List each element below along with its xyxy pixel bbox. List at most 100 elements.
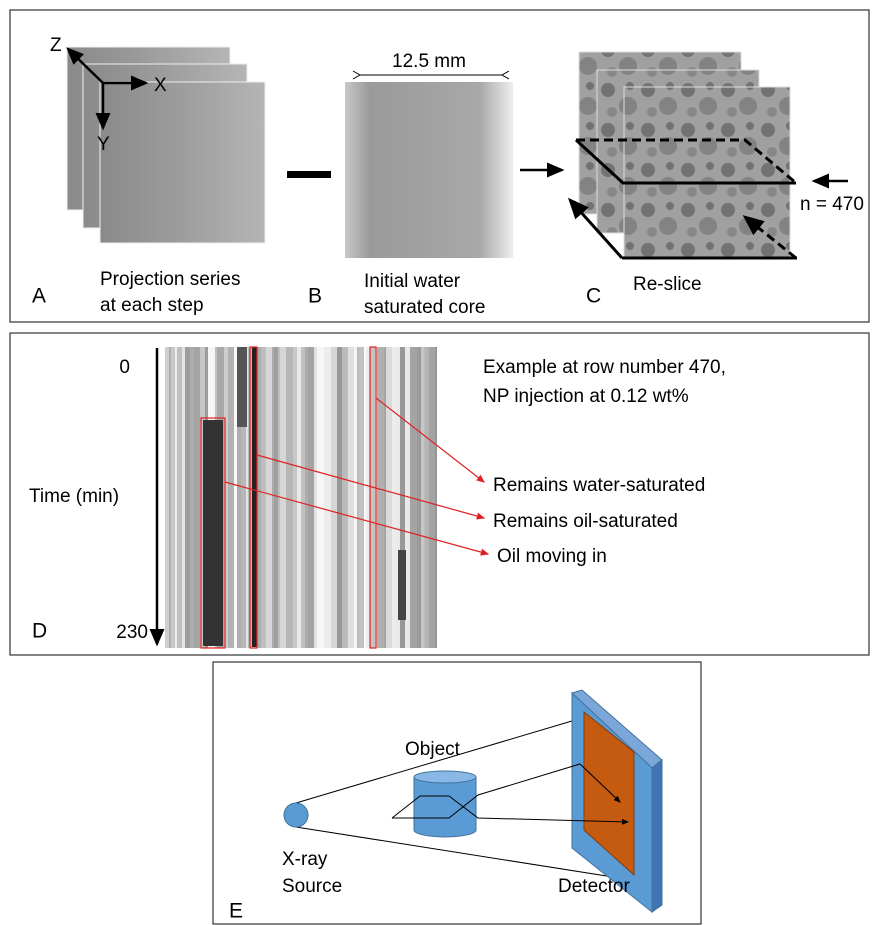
pointer <box>224 481 490 556</box>
stripe <box>317 347 324 648</box>
axis-label: Z <box>50 35 62 56</box>
stripe <box>366 347 370 648</box>
reconstructed-image <box>623 86 791 259</box>
stripe <box>345 347 348 648</box>
stripe <box>386 347 392 648</box>
stripe <box>182 347 185 648</box>
stripe <box>342 347 345 648</box>
object-label: Object <box>405 739 461 760</box>
detector-label: Detector <box>558 876 630 897</box>
stripe <box>293 347 297 648</box>
highlight-box <box>249 346 258 649</box>
stripe <box>398 550 406 620</box>
stripe <box>410 347 417 648</box>
stripe <box>257 347 261 648</box>
stripe <box>426 347 429 648</box>
stripe <box>224 347 228 648</box>
stripe <box>203 420 223 646</box>
stripe <box>228 347 234 648</box>
stripe <box>400 347 403 648</box>
panel-letter: E <box>229 900 243 923</box>
object <box>413 770 477 784</box>
width-label: 12.5 mm <box>392 51 466 72</box>
caption: Re-slice <box>633 274 702 295</box>
stripe <box>261 347 266 648</box>
stripe <box>272 347 274 648</box>
panel-box <box>9 9 870 323</box>
panel-letter: A <box>32 285 46 308</box>
ray-paths <box>391 763 629 825</box>
pointer <box>375 397 485 483</box>
stripe <box>274 347 278 648</box>
stripe <box>234 347 237 648</box>
stripe <box>435 347 437 648</box>
stripe <box>305 347 308 648</box>
stripe <box>417 347 421 648</box>
minus-sign <box>287 171 331 178</box>
stripe <box>194 347 200 648</box>
annotation: Remains water-saturated <box>493 475 705 496</box>
stripe <box>405 347 410 648</box>
panel-letter: D <box>32 620 47 643</box>
axis-label: X <box>154 75 167 96</box>
axis-label: Y <box>97 134 110 155</box>
stripe <box>301 347 305 648</box>
annotation: Remains oil-saturated <box>493 511 678 532</box>
stripe <box>337 347 342 648</box>
stripe <box>177 347 182 648</box>
stripe <box>297 347 301 648</box>
stripe <box>348 347 354 648</box>
stripe <box>169 347 171 648</box>
stripe <box>354 347 357 648</box>
stripe <box>241 347 246 648</box>
stripe <box>359 347 364 648</box>
stripe <box>403 347 405 648</box>
x-ray-source <box>283 802 309 828</box>
detector <box>651 758 663 913</box>
stripe <box>266 347 272 648</box>
stripe <box>308 347 314 648</box>
panel-letter: B <box>308 285 322 308</box>
source-label: Source <box>282 876 342 897</box>
detector-screen <box>583 710 635 877</box>
time-start: 0 <box>119 357 130 378</box>
row-label: n = 470 <box>800 194 864 215</box>
stripe <box>364 347 366 648</box>
slice-plane <box>567 138 797 260</box>
stripe <box>175 347 177 648</box>
panel-letter: C <box>586 285 601 308</box>
beam-lines <box>295 716 633 883</box>
time-label: Time (min) <box>29 486 119 507</box>
annotation: Oil moving in <box>497 546 607 567</box>
time-slice-image <box>165 347 437 648</box>
panel-box <box>9 332 870 656</box>
projection-image <box>99 81 266 244</box>
caption: at each step <box>100 295 204 316</box>
stripe <box>252 347 257 647</box>
stripe <box>397 347 400 648</box>
stripe <box>392 347 397 648</box>
pointer <box>256 454 486 520</box>
stripe <box>185 347 190 648</box>
stripe <box>331 347 337 648</box>
stripe <box>377 347 384 648</box>
time-end: 230 <box>116 622 148 643</box>
stripe <box>324 347 331 648</box>
stripe <box>429 347 435 648</box>
stripe <box>370 347 375 648</box>
stripe <box>384 347 386 648</box>
stripe <box>200 347 205 648</box>
stripe <box>165 347 169 648</box>
stripe <box>357 347 359 648</box>
stripe <box>237 347 241 648</box>
note: NP injection at 0.12 wt% <box>483 386 689 407</box>
stripe <box>421 347 424 648</box>
stripe <box>246 347 248 648</box>
reference-image <box>345 82 513 258</box>
stripe <box>278 347 280 648</box>
stripe <box>190 347 194 648</box>
highlight-box <box>369 346 377 649</box>
note: Example at row number 470, <box>483 357 726 378</box>
object <box>413 776 477 838</box>
axes-icon <box>66 47 149 131</box>
